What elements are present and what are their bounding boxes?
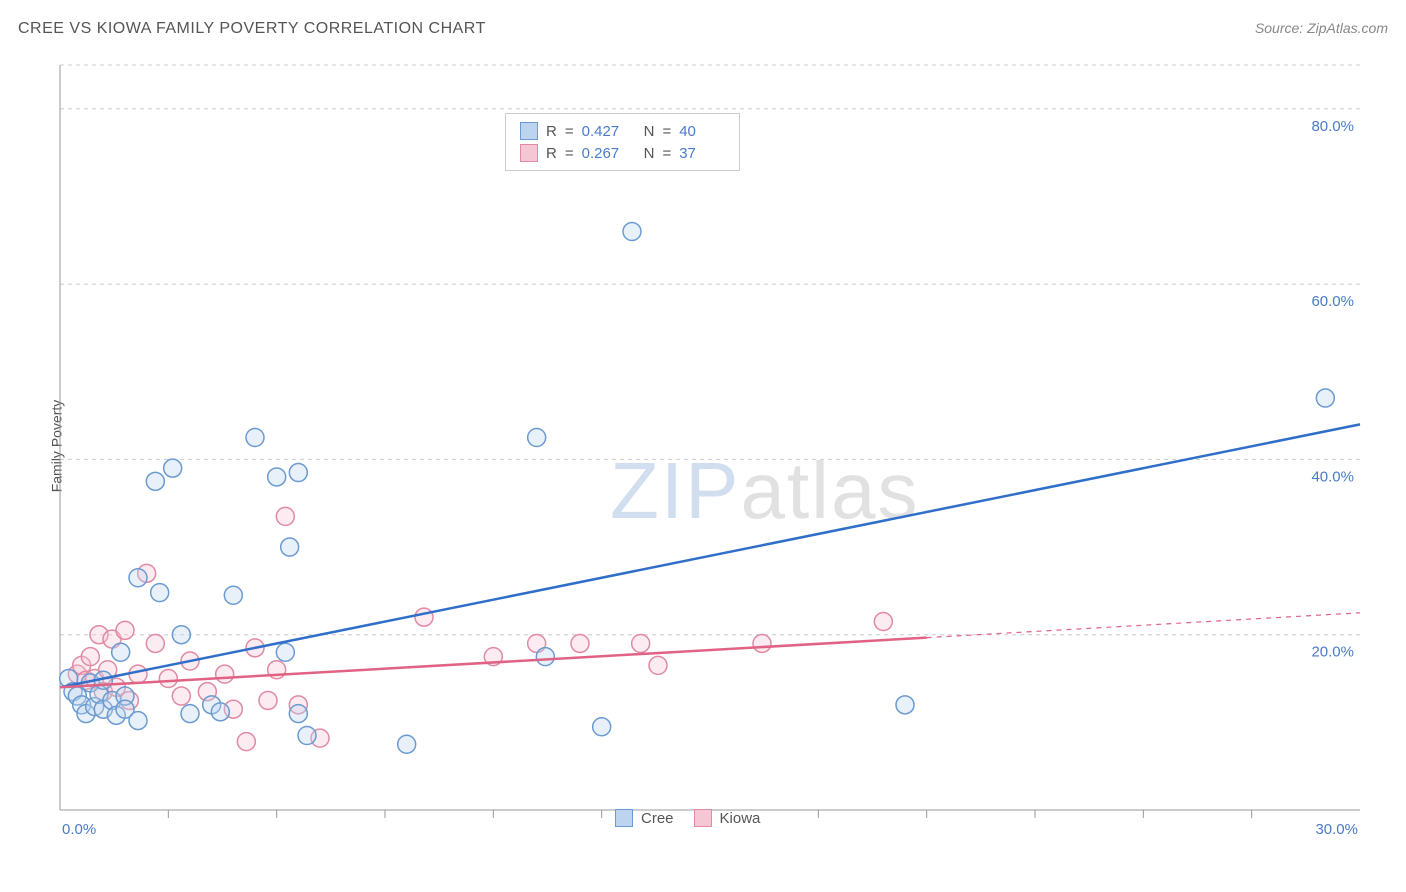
r-label: R (546, 123, 557, 140)
legend-swatch (520, 144, 538, 162)
kiowa-point (276, 507, 294, 525)
cree-point (398, 735, 416, 753)
cree-point (276, 643, 294, 661)
n-label: N (644, 145, 655, 162)
cree-point (151, 584, 169, 602)
legend-swatch (615, 809, 633, 827)
cree-point (593, 718, 611, 736)
kiowa-point (571, 634, 589, 652)
cree-point (129, 712, 147, 730)
y-tick-label: 20.0% (1311, 644, 1354, 661)
kiowa-point (259, 691, 277, 709)
n-value: 40 (679, 123, 725, 140)
series-legend: Cree Kiowa (615, 809, 760, 827)
source-attribution: Source: ZipAtlas.com (1255, 20, 1388, 36)
chart-title: CREE VS KIOWA FAMILY POVERTY CORRELATION… (18, 20, 486, 37)
n-label: N (644, 123, 655, 140)
y-tick-label: 40.0% (1311, 468, 1354, 485)
series-legend-item: Kiowa (694, 809, 761, 827)
cree-point (268, 468, 286, 486)
x-origin-label: 0.0% (62, 821, 96, 835)
kiowa-point (116, 621, 134, 639)
cree-point (146, 472, 164, 490)
kiowa-point (129, 665, 147, 683)
r-value: 0.267 (582, 145, 628, 162)
scatter-chart: ZIPatlas 20.0%40.0%60.0%80.0%0.0%30.0% R… (50, 55, 1380, 835)
r-value: 0.427 (582, 123, 628, 140)
cree-point (224, 586, 242, 604)
kiowa-point (159, 670, 177, 688)
cree-point (1316, 389, 1334, 407)
y-tick-label: 60.0% (1311, 293, 1354, 310)
r-label: R (546, 145, 557, 162)
n-value: 37 (679, 145, 725, 162)
kiowa-point (632, 634, 650, 652)
stats-legend-row: R=0.267N=37 (520, 142, 725, 164)
x-max-label: 30.0% (1315, 821, 1358, 835)
source-prefix: Source: (1255, 20, 1307, 36)
cree-point (896, 696, 914, 714)
stats-legend-row: R=0.427N=40 (520, 120, 725, 142)
cree-point (164, 459, 182, 477)
kiowa-point (415, 608, 433, 626)
cree-point (281, 538, 299, 556)
legend-swatch (520, 122, 538, 140)
legend-swatch (694, 809, 712, 827)
cree-point (246, 429, 264, 447)
series-legend-item: Cree (615, 809, 674, 827)
cree-point (289, 705, 307, 723)
y-tick-label: 80.0% (1311, 118, 1354, 135)
kiowa-point (649, 656, 667, 674)
stats-legend: R=0.427N=40R=0.267N=37 (505, 113, 740, 171)
cree-point (112, 643, 130, 661)
cree-point (536, 648, 554, 666)
cree-point (129, 569, 147, 587)
kiowa-point (172, 687, 190, 705)
kiowa-point (216, 665, 234, 683)
cree-point (623, 223, 641, 241)
cree-point (528, 429, 546, 447)
cree-point (181, 705, 199, 723)
source-name: ZipAtlas.com (1307, 20, 1388, 36)
kiowa-point (81, 648, 99, 666)
cree-point (172, 626, 190, 644)
kiowa-point (753, 634, 771, 652)
chart-canvas: 20.0% 40.0% 60.0% 80.0% 0.0% 30.0% (50, 55, 1380, 835)
kiowa-point (146, 634, 164, 652)
cree-point (211, 703, 229, 721)
cree-point (289, 464, 307, 482)
kiowa-point (874, 613, 892, 631)
series-legend-label: Kiowa (720, 810, 761, 827)
cree-point (298, 727, 316, 745)
series-legend-label: Cree (641, 810, 674, 827)
kiowa-point (237, 733, 255, 751)
